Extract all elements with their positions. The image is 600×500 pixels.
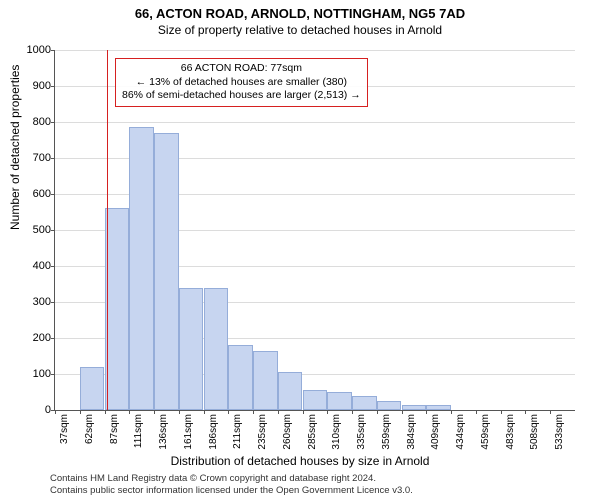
xtick-mark [55,410,56,414]
histogram-bar [327,392,352,410]
histogram-bar [105,208,130,410]
histogram-chart: 0100200300400500600700800900100037sqm62s… [54,50,574,410]
histogram-bar [154,133,179,410]
xtick-mark [154,410,155,414]
histogram-bar [253,351,278,410]
ytick-mark [51,230,55,231]
ytick-label: 500 [11,224,51,236]
ytick-mark [51,338,55,339]
xtick-mark [303,410,304,414]
histogram-bar [80,367,105,410]
histogram-bar [179,288,204,410]
xtick-mark [377,410,378,414]
xtick-mark [352,410,353,414]
ytick-label: 800 [11,116,51,128]
ytick-label: 900 [11,80,51,92]
ytick-label: 0 [11,404,51,416]
xtick-mark [525,410,526,414]
x-axis-label: Distribution of detached houses by size … [0,454,600,468]
ytick-mark [51,50,55,51]
page-title: 66, ACTON ROAD, ARNOLD, NOTTINGHAM, NG5 … [0,0,600,21]
histogram-bar [402,405,427,410]
ytick-mark [51,374,55,375]
marker-line [107,50,108,410]
ytick-label: 600 [11,188,51,200]
xtick-mark [327,410,328,414]
ytick-mark [51,122,55,123]
histogram-bar [377,401,402,410]
annotation-line: 66 ACTON ROAD: 77sqm [122,62,361,76]
histogram-bar [129,127,154,410]
histogram-bar [228,345,253,410]
gridline [55,50,575,51]
xtick-mark [501,410,502,414]
plot-area: 0100200300400500600700800900100037sqm62s… [54,50,575,411]
xtick-mark [179,410,180,414]
page-subtitle: Size of property relative to detached ho… [0,21,600,37]
xtick-mark [253,410,254,414]
ytick-label: 200 [11,332,51,344]
ytick-label: 400 [11,260,51,272]
ytick-label: 700 [11,152,51,164]
gridline [55,122,575,123]
histogram-bar [303,390,328,410]
histogram-bar [204,288,229,410]
histogram-bar [426,405,451,410]
xtick-mark [80,410,81,414]
xtick-mark [278,410,279,414]
annotation-line: 86% of semi-detached houses are larger (… [122,89,361,103]
xtick-mark [204,410,205,414]
ytick-mark [51,86,55,87]
ytick-label: 100 [11,368,51,380]
histogram-bar [278,372,303,410]
attribution-text: Contains HM Land Registry data © Crown c… [50,473,413,497]
xtick-mark [476,410,477,414]
annotation-line: ← 13% of detached houses are smaller (38… [122,76,361,90]
xtick-mark [105,410,106,414]
annotation-box: 66 ACTON ROAD: 77sqm← 13% of detached ho… [115,58,368,107]
xtick-mark [451,410,452,414]
xtick-mark [550,410,551,414]
xtick-mark [402,410,403,414]
xtick-mark [129,410,130,414]
histogram-bar [352,396,377,410]
xtick-mark [228,410,229,414]
ytick-mark [51,158,55,159]
ytick-mark [51,194,55,195]
ytick-label: 1000 [11,44,51,56]
ytick-label: 300 [11,296,51,308]
xtick-mark [426,410,427,414]
attribution-line-2: Contains public sector information licen… [50,485,413,497]
ytick-mark [51,302,55,303]
ytick-mark [51,266,55,267]
attribution-line-1: Contains HM Land Registry data © Crown c… [50,473,413,485]
